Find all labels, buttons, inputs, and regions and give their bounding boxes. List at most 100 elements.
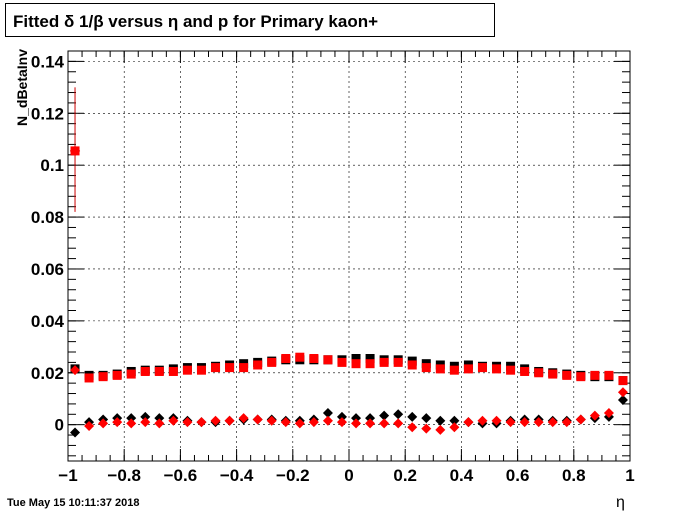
chart-title: Fitted δ 1/β versus η and p for Primary … [13,12,379,31]
data-point-diamond [336,417,347,428]
data-point-square [351,359,361,369]
x-tick-label: −0.8 [107,466,141,485]
data-point-diamond [238,413,249,424]
data-point-diamond [84,420,95,431]
data-point-square [590,370,600,380]
x-tick-label: −0.4 [220,466,254,485]
data-point-diamond [449,422,460,433]
y-tick-label: 0.1 [40,156,64,175]
data-point-square [112,370,122,380]
data-point-square [351,354,361,363]
data-point-diamond [603,407,614,418]
data-point-diamond [407,422,418,433]
data-point-square [253,360,263,370]
data-point-square [182,365,192,375]
data-point-square [449,365,459,375]
data-point-square [281,354,291,363]
data-point-square [309,354,319,363]
data-point-diamond [182,417,193,428]
data-point-diamond [617,387,628,398]
data-point-square [84,373,94,383]
data-point-square [618,376,628,386]
x-tick-label: 0.2 [393,466,417,485]
data-point-square [154,366,164,376]
data-point-diamond [477,415,488,426]
data-point-diamond [266,415,277,426]
data-point-square [506,365,516,375]
data-point-diamond [126,418,137,429]
data-point-square [239,363,249,373]
x-tick-label: 0.6 [506,466,530,485]
data-point-square [407,360,417,370]
data-point-diamond [126,413,137,424]
data-point-diamond [407,411,418,422]
data-point-diamond [505,417,516,428]
data-point-square [98,372,108,382]
x-axis-label: η [616,494,625,511]
data-point-square [126,369,136,379]
data-point-diamond [168,415,179,426]
data-point-square [520,366,530,376]
data-point-square [365,359,375,369]
x-tick-label: −0.2 [276,466,310,485]
data-point-diamond [252,414,263,425]
y-tick-label: 0 [55,416,64,435]
data-point-square [168,366,178,376]
x-tick-label: −0.6 [164,466,198,485]
x-tick-label: 1 [625,466,634,485]
y-tick-label: 0.12 [31,104,64,123]
data-point-diamond [463,417,474,428]
data-point-square [421,363,431,373]
data-point-square [295,352,305,362]
data-point-diamond [365,418,376,429]
data-point-square [492,364,502,374]
data-point-square [70,146,80,156]
x-tick-label: 0.4 [450,466,474,485]
data-point-diamond [322,407,333,418]
data-point-diamond [196,417,207,428]
data-point-diamond [140,417,151,428]
data-point-diamond [98,418,109,429]
data-point-diamond [140,411,151,422]
data-point-diamond [575,414,586,425]
data-point-diamond [379,418,390,429]
data-point-square [365,354,375,363]
data-point-diamond [154,413,165,424]
timestamp-footer: Tue May 15 10:11:37 2018 [7,497,140,509]
data-point-diamond [308,417,319,428]
data-point-square [337,357,347,367]
data-point-diamond [435,415,446,426]
data-point-square [463,364,473,374]
data-point-diamond [365,413,376,424]
data-point-square [477,363,487,373]
data-point-square [267,357,277,367]
data-point-diamond [210,415,221,426]
data-point-square [140,366,150,376]
data-point-diamond [617,395,628,406]
data-point-diamond [547,417,558,428]
y-tick-label: 0.04 [31,312,65,331]
data-point-diamond [336,411,347,422]
data-point-diamond [421,423,432,434]
data-point-square [435,364,445,374]
data-point-diamond [491,415,502,426]
data-point-diamond [533,417,544,428]
data-point-diamond [589,410,600,421]
data-point-diamond [351,418,362,429]
data-point-diamond [70,365,81,376]
y-tick-label: 0.06 [31,260,64,279]
data-point-diamond [561,417,572,428]
data-point-diamond [351,413,362,424]
y-tick-label: 0.02 [31,364,64,383]
data-point-diamond [393,418,404,429]
data-point-square [604,370,614,380]
data-point-diamond [519,417,530,428]
data-point-diamond [449,415,460,426]
data-point-square [379,357,389,367]
data-point-diamond [294,418,305,429]
x-tick-label: −1 [58,466,77,485]
data-point-square [211,363,221,373]
data-point-diamond [70,427,81,438]
data-point-square [323,355,333,365]
